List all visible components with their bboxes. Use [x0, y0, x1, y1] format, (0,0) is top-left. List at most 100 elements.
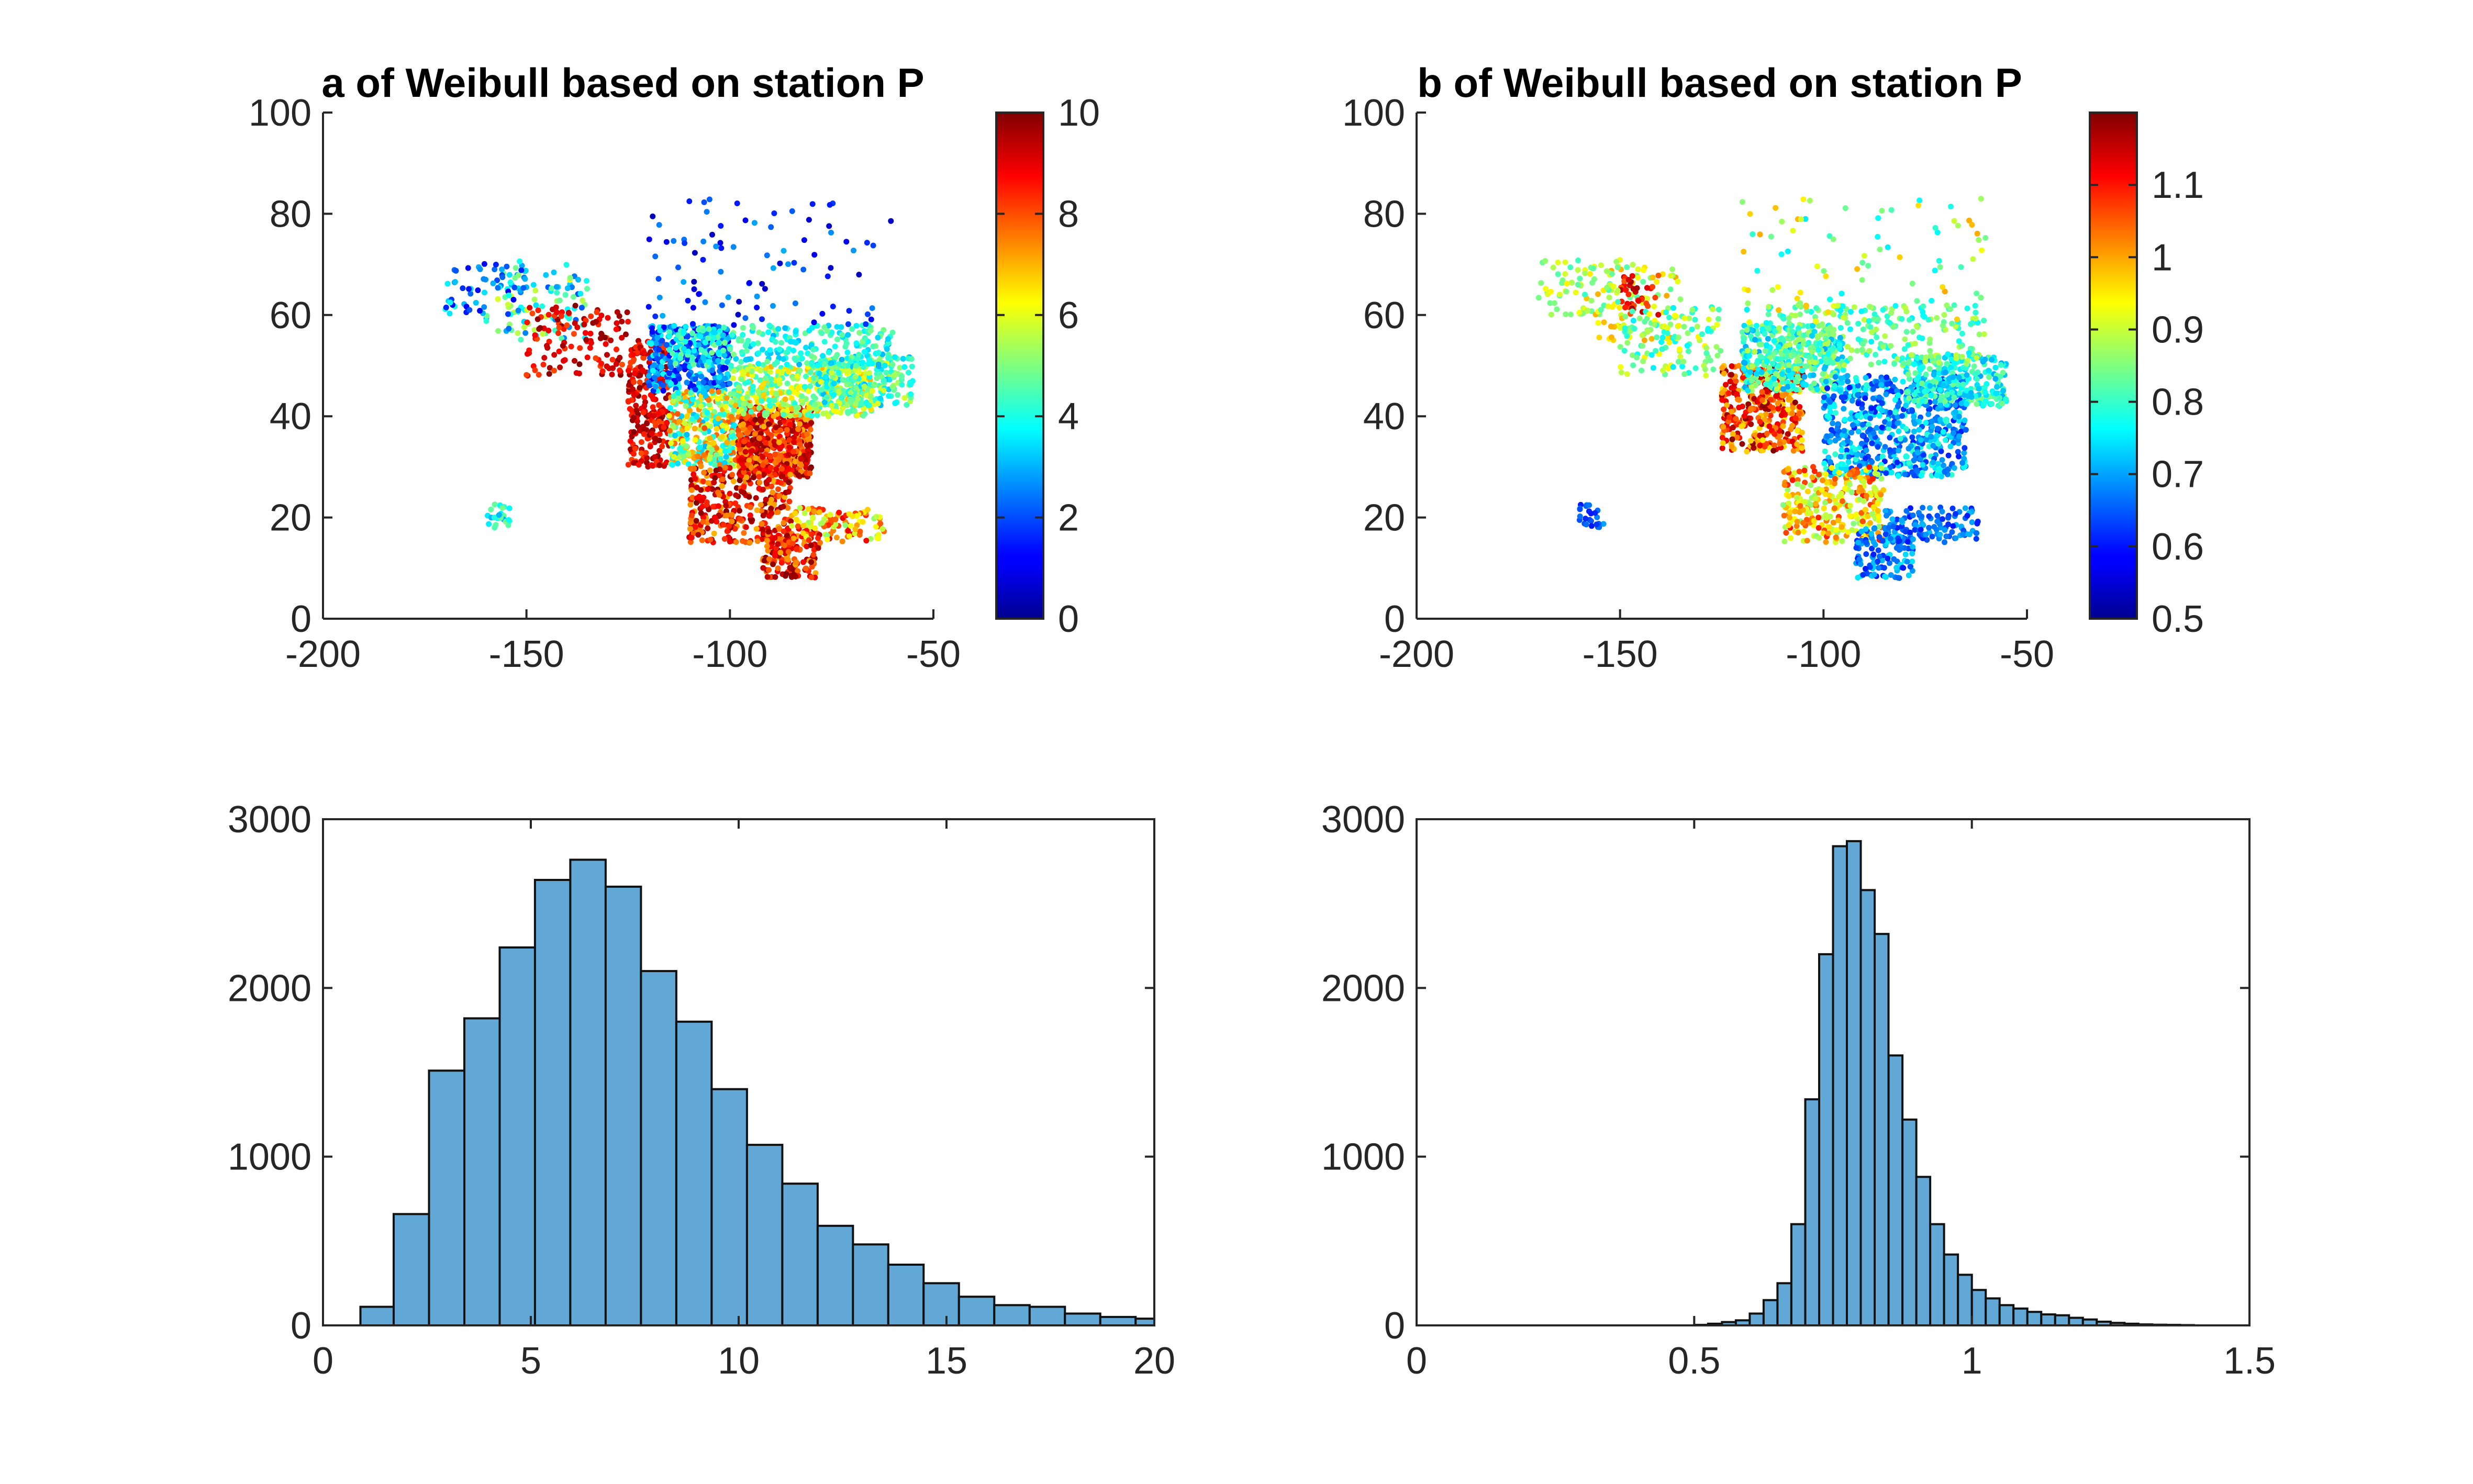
- panel-a-point: [889, 361, 896, 367]
- panel-a-point: [818, 387, 825, 393]
- panel-a-colorbar-tick-label: 8: [1058, 193, 1079, 235]
- panel-a-point: [770, 265, 776, 271]
- panel-a-point: [778, 474, 785, 479]
- panel-a-point: [836, 388, 842, 395]
- panel-b-point: [1758, 354, 1764, 360]
- panel-b-point: [1582, 270, 1588, 276]
- panel-b-point: [1598, 307, 1604, 313]
- panel-a-point: [540, 331, 546, 337]
- panel-a-point: [709, 231, 715, 238]
- panel-b-point: [1670, 305, 1676, 311]
- panel-b-point: [1739, 441, 1745, 447]
- panel-b-point: [1689, 326, 1695, 332]
- panel-b-point: [1762, 443, 1768, 450]
- panel-a-point: [685, 297, 691, 304]
- panel-a-point: [740, 400, 747, 407]
- panel-a-point: [686, 372, 692, 378]
- panel-a-point: [842, 522, 849, 528]
- panel-a-point: [747, 425, 753, 431]
- panel-a-point: [777, 550, 784, 556]
- panel-a-point: [630, 415, 637, 421]
- panel-a-point: [633, 403, 639, 409]
- panel-a-point: [718, 269, 724, 275]
- panel-a-point: [810, 375, 817, 381]
- panel-a-point: [647, 412, 653, 418]
- panel-b-point: [1681, 323, 1687, 330]
- panel-b-point: [1623, 287, 1629, 293]
- panel-a-point: [710, 440, 717, 446]
- panel-a-point: [577, 291, 584, 297]
- panel-a-point: [684, 333, 690, 340]
- panel-a-point: [692, 524, 698, 530]
- panel-a-point: [728, 399, 734, 405]
- panel-b-point: [1606, 294, 1612, 300]
- panel-a-point: [649, 462, 655, 468]
- panel-a-point: [692, 386, 698, 393]
- panel-a-point: [720, 382, 726, 388]
- panel-a-point: [795, 385, 801, 391]
- panel-a-point: [572, 303, 578, 309]
- panel-a-point: [691, 286, 697, 292]
- panel-a-y-tick-label: 100: [249, 92, 311, 134]
- panel-a-point: [687, 465, 694, 472]
- panel-a-colorbar-tick-label: 0: [1058, 598, 1079, 640]
- panel-b-point: [1640, 278, 1646, 285]
- panel-a-point: [767, 453, 774, 460]
- panel-a-point: [637, 427, 643, 433]
- panel-a-point: [650, 213, 656, 219]
- panel-a-point: [604, 352, 610, 358]
- panel-a-point: [824, 328, 830, 334]
- panel-b-point: [1773, 393, 1779, 399]
- panel-a-point: [785, 369, 792, 375]
- panel-a-point: [614, 347, 619, 352]
- panel-a-point: [546, 339, 552, 344]
- panel-b-point: [1559, 280, 1565, 286]
- panel-a-point: [797, 367, 803, 374]
- panel-a-point: [565, 310, 572, 316]
- panel-b-point: [1648, 336, 1655, 342]
- panel-b-point: [1719, 397, 1725, 403]
- panel-a-point: [726, 523, 732, 529]
- panel-a-point: [713, 452, 719, 458]
- panel-a-point: [701, 199, 707, 205]
- panel-a-point: [820, 410, 827, 417]
- panel-b-point: [1681, 371, 1688, 377]
- panel-a-point: [708, 447, 715, 453]
- panel-a-point: [676, 365, 683, 372]
- panel-b-point: [1863, 382, 1869, 388]
- panel-a-point: [684, 414, 690, 419]
- panel-a-point: [609, 371, 615, 377]
- panel-a-point: [656, 448, 663, 454]
- panel-a-point: [746, 458, 752, 464]
- panel-b-point: [1615, 299, 1621, 305]
- panel-a-point: [793, 404, 799, 410]
- panel-a-point: [776, 346, 783, 352]
- panel-a-point: [631, 460, 637, 466]
- panel-a-point: [718, 245, 725, 251]
- panel-a-point: [784, 427, 790, 433]
- panel-a-point: [863, 399, 870, 406]
- panel-b-point: [1719, 390, 1725, 396]
- panel-a-point: [754, 441, 760, 448]
- panel-a-point: [604, 363, 610, 370]
- panel-b-point: [1680, 359, 1687, 365]
- panel-a-point: [681, 328, 687, 334]
- panel-a-point: [613, 361, 619, 367]
- panel-a-point: [677, 355, 683, 361]
- panel-a-point: [730, 244, 737, 250]
- panel-b-point: [1589, 280, 1596, 286]
- panel-a-point: [473, 299, 479, 306]
- panel-b-point: [1888, 470, 1895, 476]
- panel-a-point: [505, 302, 511, 308]
- panel-a-point: [860, 519, 866, 525]
- panel-a-point: [609, 356, 616, 363]
- panel-a-point: [536, 372, 542, 378]
- panel-a-point: [684, 380, 690, 386]
- panel-a-point: [692, 426, 698, 432]
- panel-a-point: [875, 334, 881, 341]
- panel-a-point: [705, 335, 711, 341]
- panel-a-point: [481, 276, 487, 282]
- panel-a-point: [688, 390, 694, 396]
- panel-b-point: [1639, 367, 1645, 374]
- panel-a-point: [773, 466, 779, 472]
